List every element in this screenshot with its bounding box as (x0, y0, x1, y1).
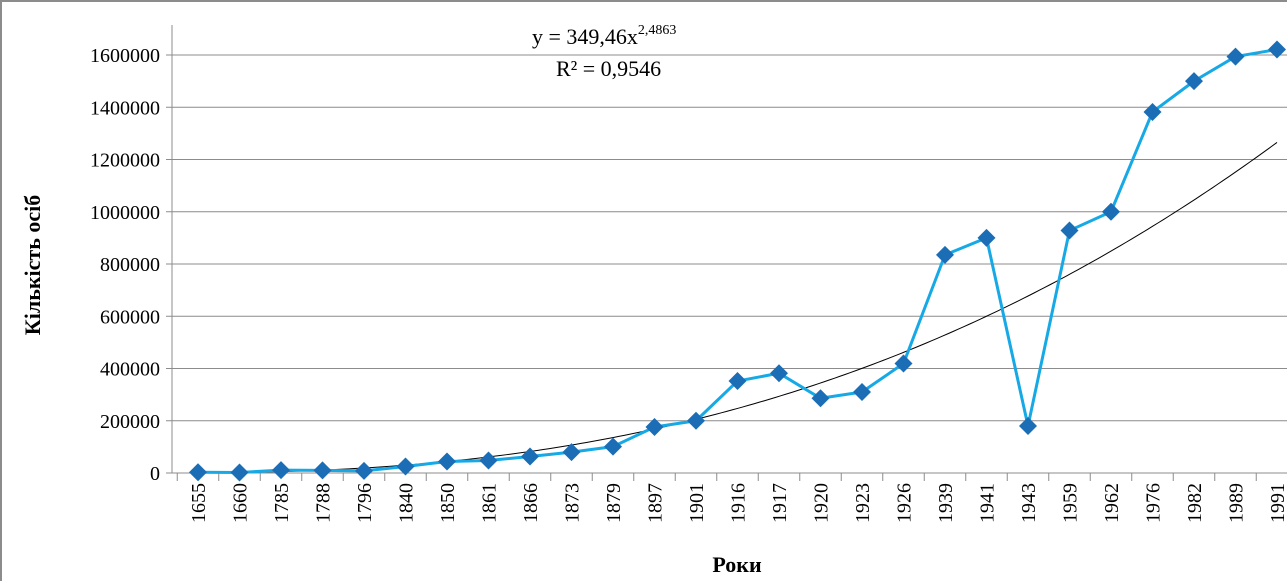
x-tick-label: 1959 (1060, 483, 1082, 523)
x-tick-label: 1873 (562, 483, 584, 523)
data-point-marker (604, 437, 622, 456)
series-line (197, 48, 1278, 474)
data-point-marker (770, 364, 788, 383)
data-point-marker (272, 461, 290, 480)
x-tick-label: 1991 (1267, 483, 1287, 523)
y-tick-label: 1400000 (90, 97, 160, 119)
trendline-equation: y = 349,46x2,4863 (532, 23, 676, 49)
x-tick-label: 1916 (728, 483, 750, 523)
x-tick-label: 1939 (935, 483, 957, 523)
x-tick-label: 1785 (271, 483, 293, 523)
x-tick-label: 1850 (437, 483, 459, 523)
x-tick-label: 1879 (603, 483, 625, 523)
y-tick-label: 200000 (100, 411, 160, 433)
data-point-marker (1019, 416, 1037, 435)
data-point-marker (189, 463, 207, 482)
x-tick-label: 1861 (479, 483, 501, 523)
gridlines (172, 54, 1287, 422)
data-point-marker (1060, 221, 1079, 240)
x-tick-label: 1989 (1226, 483, 1248, 523)
data-point-marker (1268, 40, 1286, 59)
x-tick-label: 1655 (188, 483, 210, 523)
y-tick-label: 0 (150, 463, 160, 485)
x-tick-label: 1920 (811, 483, 833, 523)
y-tick-labels: 0 200000 400000 600000 800000 1000000 1200000 1… (90, 45, 160, 485)
trendline (197, 142, 1278, 474)
trendline-r-squared: R² = 0,9546 (556, 56, 661, 81)
x-tick-label: 1943 (1018, 483, 1040, 523)
x-tick-label: 1840 (396, 483, 418, 523)
y-tick-label: 600000 (100, 306, 160, 328)
data-point-marker (645, 418, 664, 437)
x-tick-label: 1660 (230, 483, 252, 523)
data-point-marker (1143, 102, 1162, 121)
data-point-marker (894, 354, 913, 373)
y-tick-label: 1600000 (90, 45, 160, 67)
trendline-equation-exponent: 2,4863 (638, 23, 677, 38)
x-tick-label: 1941 (977, 483, 999, 523)
data-point-marker (1102, 202, 1120, 221)
data-point-marker (936, 245, 954, 264)
axes (166, 25, 1287, 481)
data-point-marker (687, 411, 705, 430)
x-tick-label: 1796 (354, 483, 376, 523)
x-tick-label: 1901 (686, 483, 708, 523)
x-axis-title: Роки (712, 552, 762, 577)
data-point-marker (1226, 47, 1245, 66)
x-tick-label: 1917 (769, 483, 791, 523)
data-point-marker (521, 447, 539, 466)
x-tick-label: 1926 (894, 483, 916, 523)
y-tick-label: 800000 (100, 254, 160, 276)
x-tick-label: 1976 (1143, 483, 1165, 523)
y-tick-label: 1000000 (90, 202, 160, 224)
data-point-marker (1185, 72, 1203, 91)
series (189, 40, 1286, 482)
data-point-marker (562, 443, 581, 462)
data-point-marker (728, 372, 747, 391)
trendline-path (197, 142, 1278, 474)
data-point-marker (811, 389, 830, 408)
data-point-marker (977, 228, 996, 247)
data-point-marker (230, 463, 249, 482)
x-tick-label: 1982 (1184, 483, 1206, 523)
x-tick-label: 1897 (645, 483, 667, 523)
y-tick-label: 1200000 (90, 150, 160, 172)
x-tick-label: 1788 (313, 483, 335, 523)
data-point-marker (396, 457, 415, 476)
trendline-equation-base: y = 349,46x (532, 24, 638, 49)
data-point-marker (355, 461, 373, 480)
y-tick-label: 400000 (100, 359, 160, 381)
x-tick-label: 1866 (520, 483, 542, 523)
x-tick-label: 1962 (1101, 483, 1123, 523)
data-point-marker (853, 383, 871, 402)
x-tick-label: 1923 (852, 483, 874, 523)
x-tick-labels: 1655 1660 1785 1788 1796 1840 1850 1861 1866 1873… (188, 483, 1287, 523)
data-point-marker (313, 461, 332, 480)
data-point-marker (479, 451, 498, 470)
data-point-marker (438, 452, 456, 471)
y-axis-title: Кількість осіб (20, 195, 45, 335)
